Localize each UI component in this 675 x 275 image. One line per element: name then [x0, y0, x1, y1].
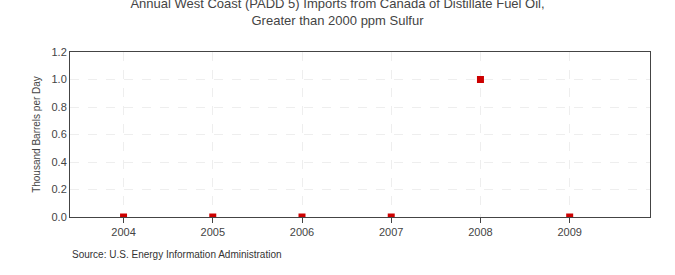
svg-text:2008: 2008	[468, 226, 492, 238]
svg-text:0.4: 0.4	[52, 156, 67, 168]
svg-text:0.8: 0.8	[52, 101, 67, 113]
svg-text:0.6: 0.6	[52, 128, 67, 140]
svg-text:Thousand Barrels per Day: Thousand Barrels per Day	[31, 76, 42, 193]
svg-text:1.0: 1.0	[52, 73, 67, 85]
svg-text:2009: 2009	[557, 226, 581, 238]
svg-text:2005: 2005	[201, 226, 225, 238]
svg-text:1.2: 1.2	[52, 46, 67, 58]
svg-text:2006: 2006	[290, 226, 314, 238]
svg-text:Annual West Coast (PADD 5) Imp: Annual West Coast (PADD 5) Imports from …	[130, 0, 544, 28]
svg-text:0.2: 0.2	[52, 183, 67, 195]
svg-text:2007: 2007	[379, 226, 403, 238]
svg-text:Source: U.S. Energy Informatio: Source: U.S. Energy Information Administ…	[72, 249, 282, 260]
svg-text:0.0: 0.0	[52, 211, 67, 223]
svg-text:2004: 2004	[111, 226, 135, 238]
